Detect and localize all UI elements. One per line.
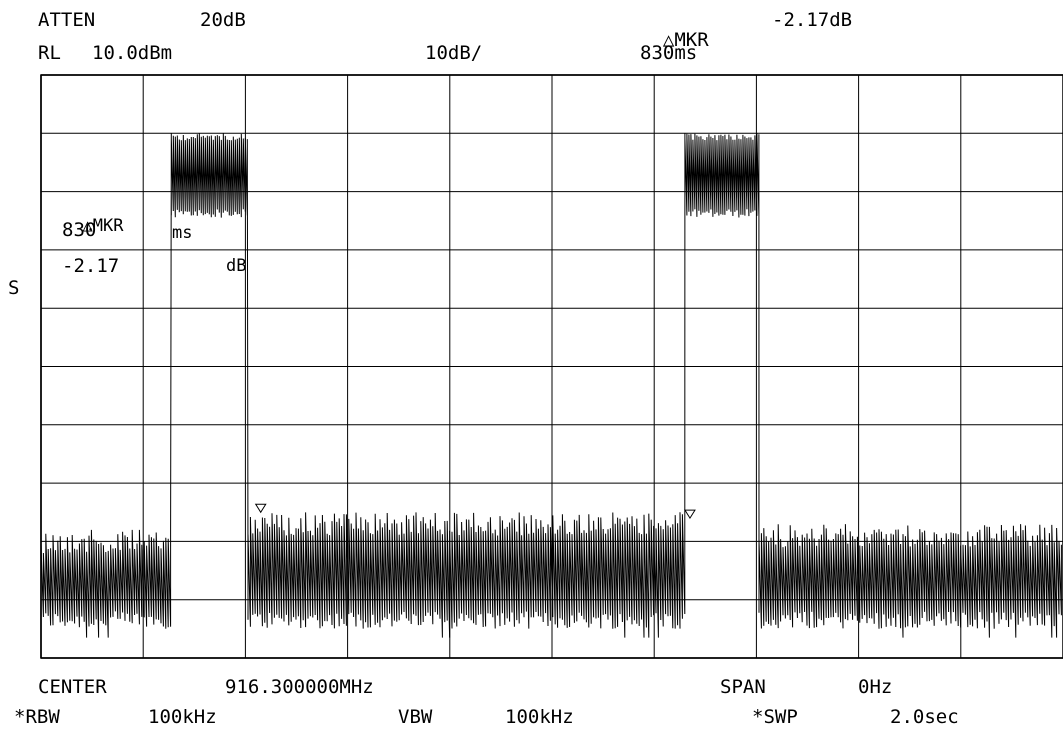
vbw-label: VBW	[398, 706, 433, 728]
header-marker-label: MKR	[674, 29, 709, 51]
rl-label: RL	[38, 42, 61, 64]
span-value: 0Hz	[858, 676, 893, 698]
swp-value: 2.0sec	[890, 706, 959, 728]
rl-value: 10.0dBm	[92, 42, 173, 64]
marker-symbols	[254, 503, 696, 520]
trace-line	[40, 133, 1062, 638]
vbw-value: 100kHz	[505, 706, 574, 728]
plot-marker-level: -2.17	[62, 255, 120, 277]
atten-value: 20dB	[200, 9, 246, 31]
span-label: SPAN	[720, 676, 766, 698]
plot-frame	[40, 74, 1063, 659]
swp-label: *SWP	[752, 706, 798, 728]
plot-marker-time: 830	[62, 219, 97, 241]
scale-per-div: 10dB/	[425, 42, 483, 64]
reference-marker	[254, 503, 267, 514]
atten-label: ATTEN	[38, 9, 96, 31]
side-label: S	[8, 277, 20, 299]
plot-marker-time-unit: ms	[172, 223, 193, 243]
delta-triangle-icon: △	[662, 29, 675, 51]
center-frequency: 916.300000MHz	[225, 676, 374, 698]
marker-time: 830ms	[640, 42, 698, 64]
delta-triangle-icon: △	[82, 216, 93, 236]
rbw-label: *RBW	[14, 706, 60, 728]
graticule	[40, 74, 1063, 659]
plot-marker-level-unit: dB	[226, 256, 247, 276]
delta-marker-header: △MKR	[640, 10, 709, 50]
plot-marker-label-text: MKR	[92, 216, 124, 236]
center-label: CENTER	[38, 676, 107, 698]
delta-marker	[684, 509, 696, 520]
plot-marker-label: △MKR	[62, 196, 123, 236]
marker-level: -2.17dB	[772, 9, 853, 31]
rbw-value: 100kHz	[148, 706, 217, 728]
